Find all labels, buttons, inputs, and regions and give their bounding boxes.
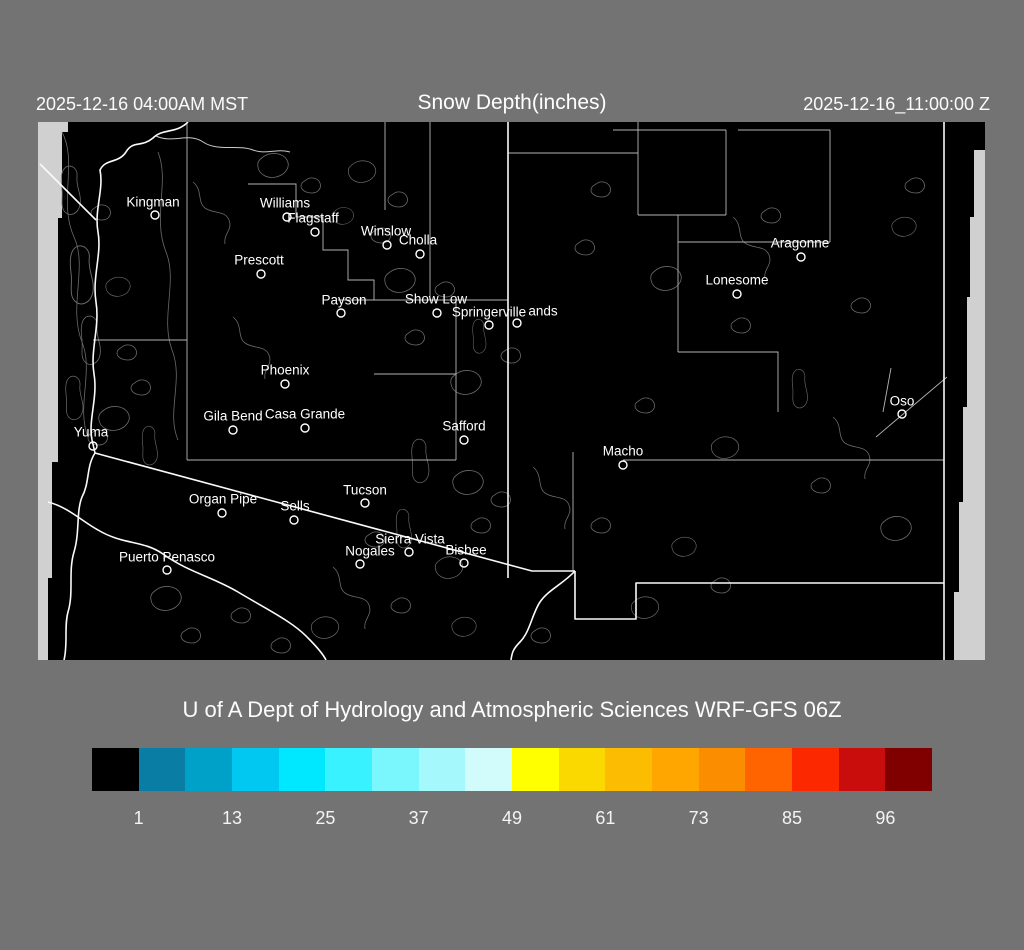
city-marker bbox=[355, 559, 365, 569]
colorbar-tick: 61 bbox=[595, 808, 616, 828]
colorbar-segment bbox=[885, 748, 933, 791]
city-label: Yuma bbox=[74, 425, 109, 440]
city-label: Cholla bbox=[399, 233, 438, 248]
city-label: Oso bbox=[890, 394, 915, 409]
city-label: Aragonne bbox=[771, 236, 830, 251]
city-label: ands bbox=[528, 304, 558, 319]
snow-depth-map: Kingman Williams Flagstaff Winslow Cholla Pre… bbox=[38, 122, 985, 660]
snow-depth-colorbar bbox=[92, 748, 933, 791]
city-marker bbox=[512, 318, 522, 328]
colorbar-segment bbox=[232, 748, 279, 791]
city-marker bbox=[88, 441, 98, 451]
city-label: Kingman bbox=[126, 195, 179, 210]
city-label: Nogales bbox=[345, 544, 395, 559]
city-marker bbox=[228, 425, 238, 435]
city-label: Sells bbox=[280, 499, 310, 514]
city-label: Safford bbox=[442, 419, 485, 434]
terrain-contours bbox=[60, 131, 926, 654]
city-marker bbox=[217, 508, 227, 518]
city-marker bbox=[404, 547, 414, 557]
city-marker bbox=[360, 498, 370, 508]
colorbar-segment bbox=[92, 748, 139, 791]
colorbar-segment bbox=[558, 748, 606, 791]
colorbar-segment bbox=[185, 748, 233, 791]
city-marker bbox=[732, 289, 742, 299]
city-marker bbox=[289, 515, 299, 525]
city-marker bbox=[162, 565, 172, 575]
city-label: Bisbee bbox=[445, 543, 486, 558]
city-marker bbox=[415, 249, 425, 259]
valid-time-utc: 2025-12-16_11:00:00 Z bbox=[803, 94, 990, 114]
colorbar-segment bbox=[698, 748, 746, 791]
city-label: Gila Bend bbox=[203, 409, 262, 424]
colorbar-segment bbox=[605, 748, 653, 791]
page-title: Snow Depth(inches) bbox=[417, 91, 607, 114]
colorbar-segment bbox=[652, 748, 699, 791]
city-label: Payson bbox=[321, 293, 366, 308]
colorbar-segment bbox=[372, 748, 419, 791]
colorbar-segment bbox=[512, 748, 559, 791]
city-label: Phoenix bbox=[261, 363, 310, 378]
city-label: Winslow bbox=[361, 224, 412, 239]
city-marker bbox=[618, 460, 628, 470]
attribution-caption: U of A Dept of Hydrology and Atmospheric… bbox=[182, 697, 842, 722]
canyon-contour bbox=[155, 135, 291, 153]
city-label: Prescott bbox=[234, 253, 284, 268]
city-marker bbox=[300, 423, 310, 433]
colorbar-tick: 49 bbox=[501, 808, 523, 828]
colorbar-tick: 96 bbox=[875, 808, 896, 828]
city-marker bbox=[897, 409, 907, 419]
city-marker bbox=[256, 269, 266, 279]
colorbar-segment bbox=[745, 748, 793, 791]
colorbar-segment bbox=[792, 748, 839, 791]
colorbar-tick: 13 bbox=[221, 808, 242, 828]
city-marker bbox=[432, 308, 442, 318]
out-of-domain-regions bbox=[38, 122, 985, 660]
city-marker bbox=[382, 240, 392, 250]
city-label: Tucson bbox=[343, 483, 387, 498]
city-marker bbox=[796, 252, 806, 262]
city-label: Organ Pipe bbox=[189, 492, 257, 507]
colorbar-tick-labels: 1 13 25 37 49 61 73 85 96 bbox=[92, 808, 932, 834]
colorbar-tick: 37 bbox=[408, 808, 429, 828]
city-marker bbox=[280, 379, 290, 389]
colorbar-tick: 1 bbox=[133, 808, 144, 828]
colorbar-segment bbox=[838, 748, 886, 791]
city-marker bbox=[336, 308, 346, 318]
colorbar-tick: 73 bbox=[688, 808, 709, 828]
city-marker bbox=[459, 435, 469, 445]
city-label: Puerto Penasco bbox=[119, 550, 215, 565]
valid-time-local: 2025-12-16 04:00AM MST bbox=[36, 94, 249, 114]
colorbar-segment bbox=[418, 748, 466, 791]
city-label: Sierra Vista bbox=[375, 532, 445, 547]
county-lines bbox=[93, 122, 948, 571]
city-label: Macho bbox=[603, 444, 644, 459]
city-label: Show Low bbox=[405, 292, 468, 307]
city-label: Springerville bbox=[452, 305, 526, 320]
colorbar-segment bbox=[278, 748, 326, 791]
city-label: Lonesome bbox=[705, 273, 768, 288]
colorbar-tick: 85 bbox=[781, 808, 803, 828]
city-label: Flagstaff bbox=[287, 211, 339, 226]
colorbar-segment bbox=[325, 748, 373, 791]
colorbar-segment bbox=[138, 748, 186, 791]
city-label: Williams bbox=[260, 196, 310, 211]
city-marker bbox=[150, 210, 160, 220]
city-marker bbox=[282, 212, 292, 222]
colorbar-segment bbox=[465, 748, 513, 791]
city-label: Casa Grande bbox=[265, 407, 345, 422]
state-borders bbox=[39, 122, 945, 660]
city-marker bbox=[484, 320, 494, 330]
city-marker bbox=[310, 227, 320, 237]
colorbar-tick: 25 bbox=[315, 808, 336, 828]
city-marker bbox=[459, 558, 469, 568]
